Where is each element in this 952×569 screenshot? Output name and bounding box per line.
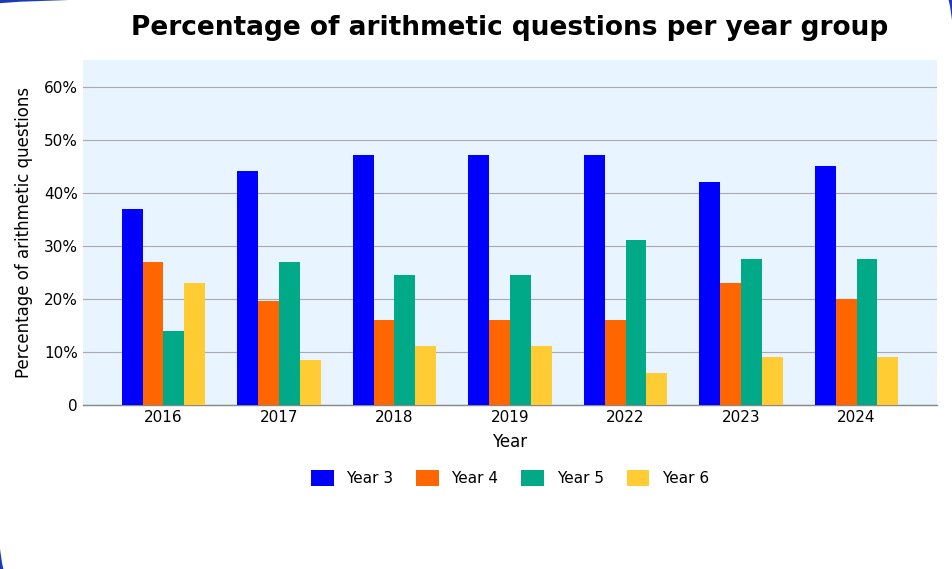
Bar	[279, 262, 300, 405]
X-axis label: Year: Year	[492, 433, 527, 451]
Bar	[741, 259, 762, 405]
Bar	[184, 283, 205, 405]
Bar	[258, 302, 279, 405]
Bar	[122, 209, 143, 405]
Bar	[415, 347, 436, 405]
Bar	[762, 357, 783, 405]
Bar	[531, 347, 551, 405]
Bar	[878, 357, 898, 405]
Bar	[584, 155, 605, 405]
Bar	[700, 182, 721, 405]
Bar	[489, 320, 510, 405]
Bar	[857, 259, 878, 405]
Bar	[836, 299, 857, 405]
Legend: Year 3, Year 4, Year 5, Year 6: Year 3, Year 4, Year 5, Year 6	[304, 463, 717, 494]
Bar	[721, 283, 741, 405]
Y-axis label: Percentage of arithmetic questions: Percentage of arithmetic questions	[15, 87, 33, 378]
Title: Percentage of arithmetic questions per year group: Percentage of arithmetic questions per y…	[131, 15, 888, 41]
Bar	[815, 166, 836, 405]
Bar	[373, 320, 394, 405]
Bar	[510, 275, 531, 405]
Bar	[164, 331, 184, 405]
Bar	[237, 171, 258, 405]
Bar	[646, 373, 667, 405]
Bar	[143, 262, 164, 405]
Bar	[468, 155, 489, 405]
Bar	[625, 240, 646, 405]
Bar	[353, 155, 373, 405]
Bar	[300, 360, 321, 405]
Bar	[605, 320, 625, 405]
Bar	[394, 275, 415, 405]
